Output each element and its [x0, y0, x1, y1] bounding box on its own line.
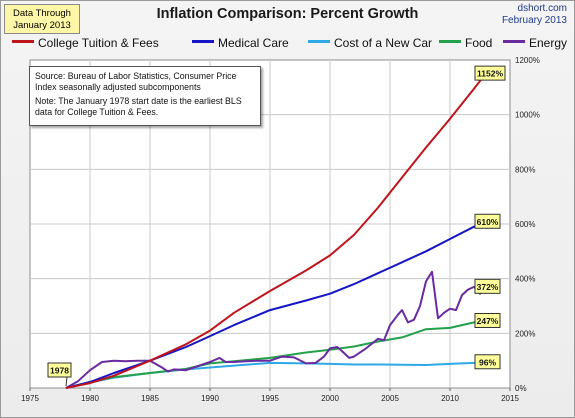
start-label-box	[47, 362, 72, 378]
end-label-energy-text: 372%	[477, 282, 499, 292]
legend-swatch-energy	[503, 40, 525, 44]
series-line-energy	[65, 270, 487, 389]
y-tick-label: 1200%	[515, 56, 540, 65]
data-through-line1: Data Through	[13, 8, 71, 19]
end-label-car: 96%	[474, 354, 501, 370]
series-line-tuition	[65, 72, 487, 389]
credit-date: February 2013	[501, 15, 567, 26]
y-tick-label: 1000%	[515, 111, 540, 120]
y-tick-label: 0%	[515, 384, 527, 393]
legend-label-energy: Energy	[529, 36, 568, 50]
y-tick-label: 400%	[515, 275, 535, 284]
end-label-food-box	[474, 312, 501, 328]
legend-label-car: Cost of a New Car	[334, 36, 433, 50]
y-tick-label: 200%	[515, 329, 535, 338]
credit-site: dshort.com	[517, 3, 567, 14]
start-date-note: Note: The January 1978 start date is the…	[35, 96, 242, 117]
start-label-text: 1978	[50, 366, 69, 376]
end-label-medical-box	[474, 213, 501, 229]
end-label-food: 247%	[474, 312, 501, 328]
data-through-line2: January 2013	[13, 20, 71, 31]
x-tick-label: 1990	[201, 394, 219, 403]
series-layer	[65, 72, 487, 389]
credit: dshort.com February 2013	[502, 3, 567, 27]
x-tick-label: 1975	[21, 394, 39, 403]
end-label-food-text: 247%	[477, 316, 499, 326]
x-tick-label: 1995	[261, 394, 279, 403]
legend-item-energy: Energy	[503, 36, 567, 50]
x-tick-label: 2005	[381, 394, 399, 403]
legend-item-tuition: College Tuition & Fees	[12, 36, 159, 50]
end-label-medical-text: 610%	[477, 217, 499, 227]
data-through-note: Data Through January 2013	[4, 4, 80, 34]
y-tick-label: 600%	[515, 220, 535, 229]
label-layer: 1152% 610% 96% 247% 372% 1978	[47, 65, 506, 387]
start-label: 1978	[47, 362, 72, 378]
end-label-tuition-box	[474, 65, 506, 81]
legend-swatch-food	[439, 40, 461, 44]
legend-label-tuition: College Tuition & Fees	[38, 36, 159, 50]
legend-swatch-tuition	[12, 40, 34, 44]
legend-item-car: Cost of a New Car	[308, 36, 432, 50]
y-tick-label: 800%	[515, 165, 535, 174]
end-label-tuition: 1152%	[474, 65, 506, 81]
axis-layer: 0% 200% 400% 600% 800% 1000% 1200% 1975 1980 1985…	[21, 56, 540, 403]
legend-label-food: Food	[465, 36, 493, 50]
x-tick-label: 1980	[81, 394, 99, 403]
x-tick-label: 2010	[441, 394, 459, 403]
end-label-energy: 372%	[474, 278, 501, 294]
source-text: Source: Bureau of Labor Statistics, Cons…	[35, 71, 237, 92]
legend-item-food: Food	[439, 36, 492, 50]
legend-swatch-medical	[192, 40, 214, 44]
end-label-medical: 610%	[474, 213, 501, 229]
series-line-food	[65, 319, 487, 389]
x-tick-label: 2000	[321, 394, 339, 403]
start-pointer-line	[65, 376, 68, 387]
source-note-box: Source: Bureau of Labor Statistics, Cons…	[29, 66, 261, 126]
legend-swatch-car	[308, 40, 330, 44]
end-label-car-box	[474, 354, 501, 370]
end-label-tuition-text: 1152%	[477, 69, 503, 79]
x-tick-label: 2015	[501, 394, 519, 403]
end-label-energy-box	[474, 278, 501, 294]
legend-item-medical: Medical Care	[192, 36, 289, 50]
chart-title: Inflation Comparison: Percent Growth	[156, 6, 419, 22]
legend-label-medical: Medical Care	[218, 36, 289, 50]
end-label-car-text: 96%	[479, 357, 496, 367]
x-tick-label: 1985	[141, 394, 159, 403]
